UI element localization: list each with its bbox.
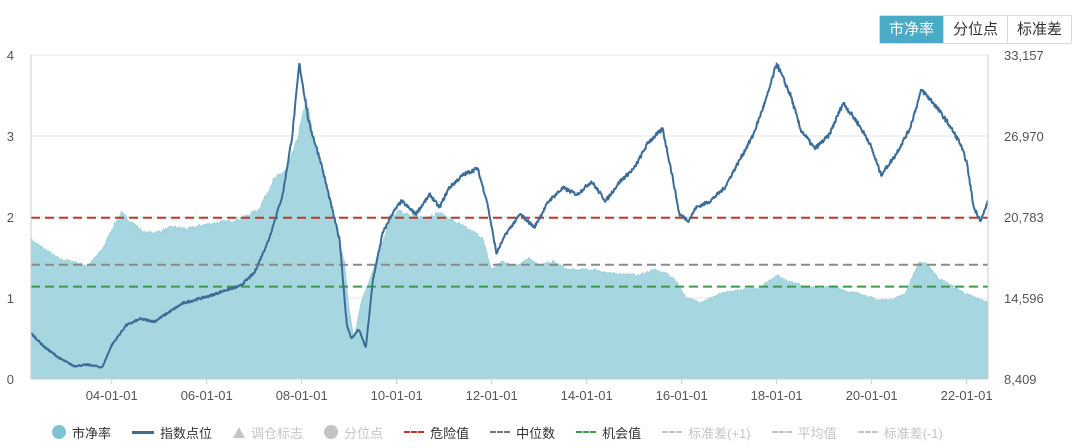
legend-label: 标准差(+1) — [688, 425, 751, 441]
x-tick-label: 22-01-01 — [941, 388, 993, 403]
legend-item[interactable]: 平均值 — [771, 423, 837, 442]
y-right-tick-label: 26,970 — [1004, 129, 1044, 144]
legend-dash-icon — [404, 431, 425, 433]
legend-dash-icon — [576, 431, 597, 433]
legend-item[interactable]: 标准差(+1) — [662, 423, 751, 442]
x-tick-label: 16-01-01 — [656, 388, 708, 403]
legend-label: 机会值 — [602, 425, 642, 441]
legend-item[interactable]: 市净率 — [52, 423, 111, 442]
tab-percentile[interactable]: 分位点 — [942, 16, 1007, 43]
legend-label: 标准差(-1) — [883, 425, 943, 441]
legend-line-icon — [132, 430, 155, 434]
x-tick-label: 20-01-01 — [846, 388, 898, 403]
legend-circle-icon — [52, 425, 66, 439]
pb-ratio-area — [30, 97, 989, 380]
legend-item[interactable]: 中位数 — [490, 423, 555, 442]
y-right-tick-label: 33,157 — [1004, 48, 1044, 63]
x-tick-label: 08-01-01 — [276, 388, 328, 403]
legend-label: 市净率 — [72, 425, 112, 441]
chart-legend: 市净率 指数点位 调仓标志 分位点 危险值 中位数 机会值 标准差(+1) 平均值 标准差(-1) — [52, 421, 964, 443]
legend-item[interactable]: 分位点 — [324, 423, 383, 442]
legend-label: 调仓标志 — [251, 425, 304, 441]
y-right-tick-label: 8,409 — [1004, 372, 1037, 387]
legend-label: 指数点位 — [160, 425, 213, 441]
legend-dash-icon — [662, 431, 683, 433]
tab-std-dev[interactable]: 标准差 — [1006, 16, 1071, 43]
legend-label: 危险值 — [430, 425, 470, 441]
y-left-tick-label: 2 — [7, 210, 14, 225]
legend-triangle-icon — [233, 426, 246, 438]
y-left-tick-label: 1 — [7, 291, 14, 306]
legend-label: 平均值 — [797, 425, 837, 441]
legend-item[interactable]: 危险值 — [404, 423, 469, 442]
x-tick-label: 04-01-01 — [86, 388, 138, 403]
legend-dash-icon — [857, 431, 878, 433]
x-tick-label: 06-01-01 — [181, 388, 233, 403]
legend-item[interactable]: 机会值 — [576, 423, 641, 442]
x-tick-label: 14-01-01 — [561, 388, 613, 403]
legend-item[interactable]: 指数点位 — [132, 423, 212, 442]
y-right-tick-label: 20,783 — [1004, 210, 1044, 225]
legend-dash-icon — [771, 431, 792, 433]
legend-dash-icon — [490, 431, 511, 433]
legend-label: 分位点 — [344, 425, 384, 441]
legend-circle-icon — [324, 425, 339, 439]
y-left-tick-label: 0 — [7, 372, 14, 387]
chart-mode-tabs: 市净率 分位点 标准差 — [878, 15, 1072, 44]
x-tick-label: 10-01-01 — [371, 388, 423, 403]
legend-label: 中位数 — [516, 425, 556, 441]
x-tick-label: 18-01-01 — [751, 388, 803, 403]
y-left-tick-label: 4 — [7, 48, 14, 63]
index-points-line — [30, 62, 989, 369]
legend-item[interactable]: 调仓标志 — [233, 423, 303, 442]
tab-pb-ratio[interactable]: 市净率 — [879, 16, 943, 43]
valuation-chart: 0 1 2 3 4 8,409 14,596 20,783 26,970 33,157 04-01-… — [7, 48, 1044, 403]
y-left-tick-label: 3 — [7, 129, 14, 144]
x-tick-label: 12-01-01 — [466, 388, 518, 403]
legend-item[interactable]: 标准差(-1) — [857, 423, 943, 442]
y-right-tick-label: 14,596 — [1004, 291, 1044, 306]
